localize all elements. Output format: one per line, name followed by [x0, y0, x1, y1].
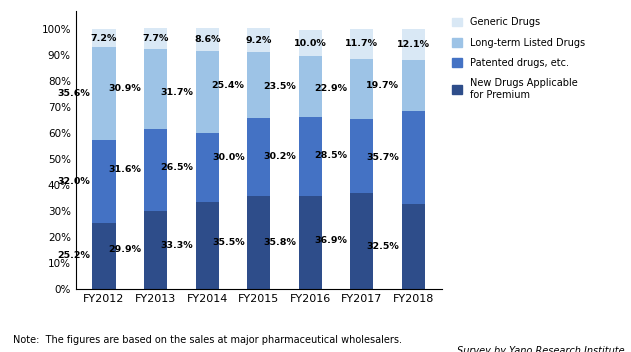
Bar: [196, 51, 219, 133]
Text: 31.6%: 31.6%: [109, 165, 141, 174]
Text: 8.6%: 8.6%: [194, 35, 220, 44]
Text: 10.0%: 10.0%: [294, 39, 327, 48]
Text: 35.5%: 35.5%: [212, 238, 245, 247]
Bar: [196, 29, 219, 51]
Text: 29.9%: 29.9%: [109, 245, 141, 254]
Bar: [298, 117, 322, 196]
Bar: [402, 111, 425, 204]
Text: 11.7%: 11.7%: [345, 39, 379, 49]
Bar: [350, 59, 374, 119]
Text: 25.4%: 25.4%: [211, 81, 245, 90]
Text: 30.0%: 30.0%: [212, 153, 245, 162]
Text: 23.5%: 23.5%: [263, 82, 296, 91]
Bar: [298, 30, 322, 56]
Text: 7.7%: 7.7%: [143, 34, 168, 43]
Bar: [350, 29, 374, 59]
Bar: [402, 60, 425, 111]
Text: 28.5%: 28.5%: [315, 151, 348, 160]
Bar: [196, 133, 219, 202]
Legend: Generic Drugs, Long-term Listed Drugs, Patented drugs, etc., New Drugs Applicabl: Generic Drugs, Long-term Listed Drugs, P…: [451, 15, 587, 101]
Bar: [350, 193, 374, 289]
Bar: [144, 129, 167, 211]
Text: 35.6%: 35.6%: [57, 89, 90, 98]
Text: 32.0%: 32.0%: [57, 177, 90, 186]
Text: 7.2%: 7.2%: [91, 33, 117, 43]
Text: 31.7%: 31.7%: [160, 88, 193, 96]
Bar: [350, 119, 374, 193]
Bar: [144, 29, 167, 49]
Text: 30.9%: 30.9%: [109, 84, 141, 93]
Bar: [144, 49, 167, 129]
Bar: [402, 204, 425, 289]
Text: 30.2%: 30.2%: [263, 152, 296, 161]
Bar: [92, 140, 115, 223]
Text: 36.9%: 36.9%: [315, 236, 348, 245]
Text: 26.5%: 26.5%: [160, 163, 193, 172]
Bar: [247, 118, 270, 196]
Bar: [92, 48, 115, 140]
Text: 32.5%: 32.5%: [367, 242, 399, 251]
Bar: [247, 29, 270, 52]
Text: Survey by Yano Research Institute: Survey by Yano Research Institute: [457, 346, 625, 352]
Text: Note:  The figures are based on the sales at major pharmaceutical wholesalers.: Note: The figures are based on the sales…: [13, 335, 401, 345]
Bar: [298, 56, 322, 117]
Bar: [196, 202, 219, 289]
Bar: [92, 29, 115, 48]
Bar: [402, 29, 425, 60]
Text: 35.7%: 35.7%: [367, 153, 399, 162]
Text: 19.7%: 19.7%: [366, 81, 399, 90]
Text: 9.2%: 9.2%: [245, 36, 272, 45]
Bar: [298, 196, 322, 289]
Text: 33.3%: 33.3%: [160, 241, 193, 250]
Text: 22.9%: 22.9%: [315, 84, 348, 93]
Bar: [247, 196, 270, 289]
Bar: [144, 211, 167, 289]
Bar: [247, 52, 270, 118]
Text: 25.2%: 25.2%: [57, 251, 90, 260]
Text: 35.8%: 35.8%: [263, 238, 296, 247]
Text: 12.1%: 12.1%: [397, 40, 430, 49]
Bar: [92, 223, 115, 289]
